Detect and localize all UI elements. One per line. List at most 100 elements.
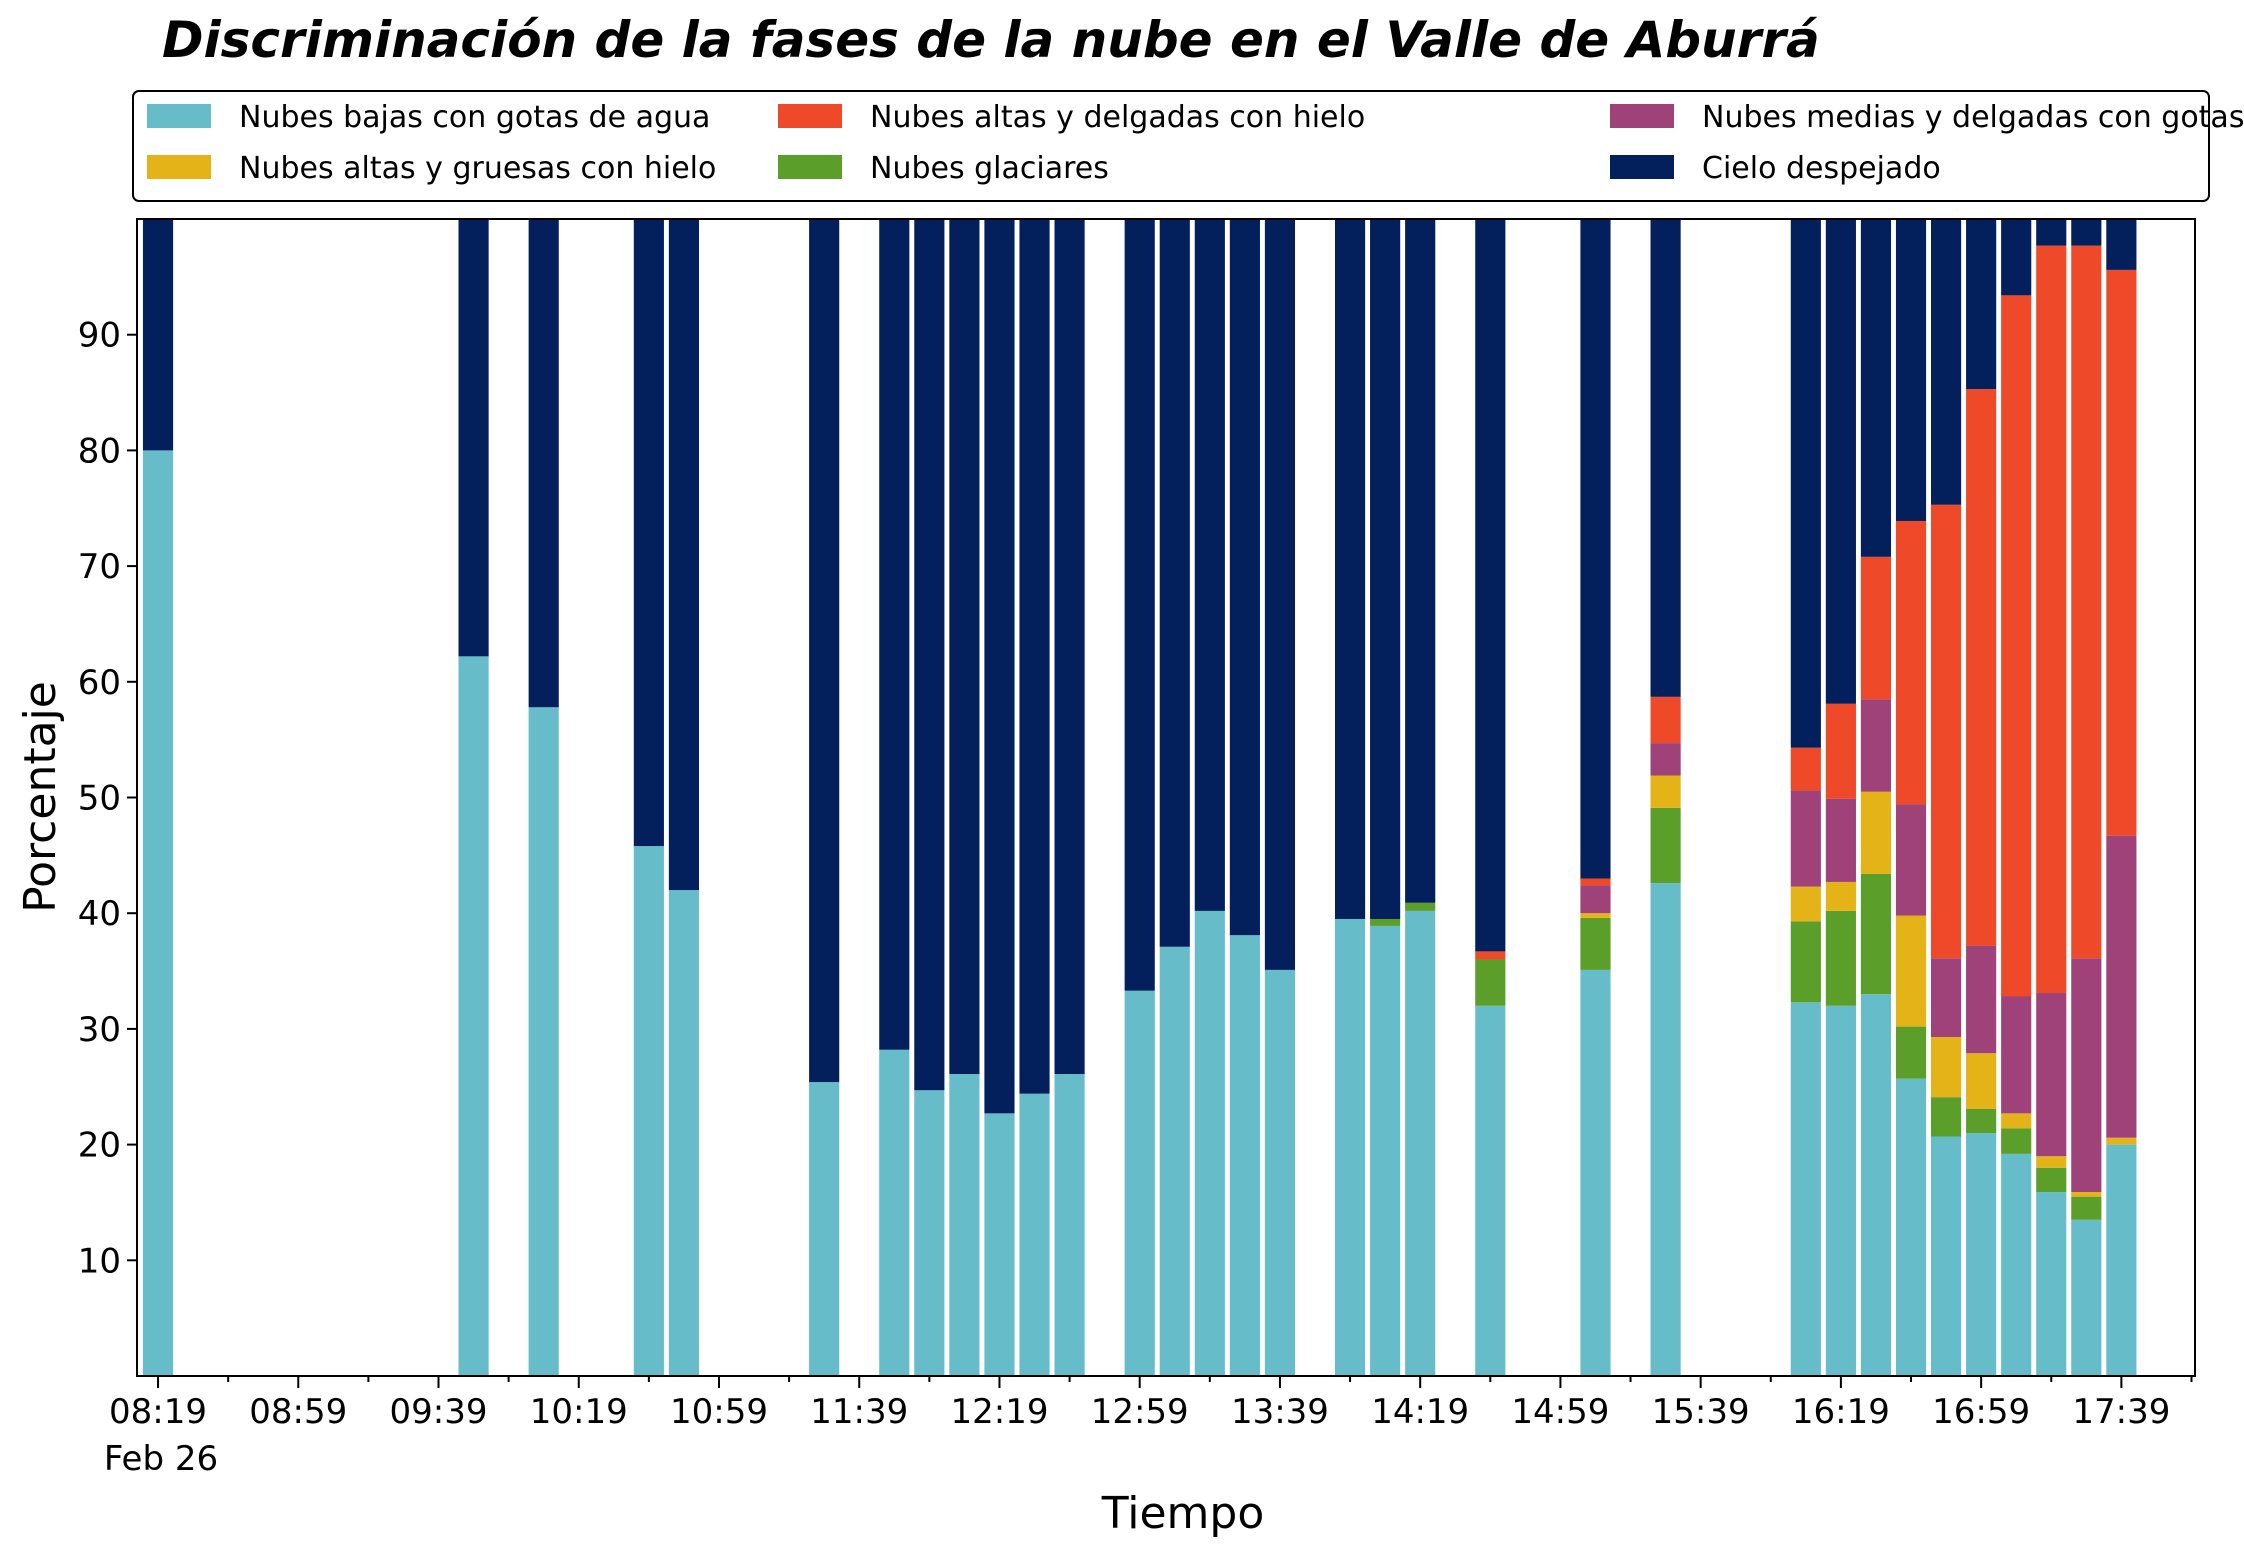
x-tick-label: 14:19 [1371, 1392, 1469, 1432]
bar-segment [1264, 969, 1296, 1376]
bar-segment [2036, 993, 2067, 1157]
bar-segment [1650, 219, 1681, 697]
bar-segment [1931, 504, 1962, 959]
bar-segment [1229, 219, 1260, 936]
bar-segment [1159, 219, 1190, 947]
bar-segment [2001, 1128, 2032, 1154]
bar-segment [1475, 951, 1506, 960]
bar-segment [1931, 1136, 1962, 1376]
legend-frame [132, 90, 2210, 202]
x-tick-label: 14:59 [1511, 1392, 1609, 1432]
bar-segment [1370, 219, 1401, 919]
bar-segment [1475, 1005, 1506, 1376]
x-tick-label: 12:19 [950, 1392, 1048, 1432]
bar-segment [2036, 1192, 2067, 1376]
bar-segment [949, 1074, 980, 1376]
legend-label: Nubes altas y delgadas con hielo [870, 100, 1365, 135]
bar-segment [2071, 219, 2102, 246]
x-tick-label: 15:39 [1652, 1392, 1750, 1432]
bar-segment [1966, 1108, 1997, 1134]
bar-segment [1124, 990, 1155, 1376]
legend-label: Nubes bajas con gotas de agua [239, 100, 710, 135]
x-tick-label: 16:59 [1932, 1392, 2030, 1432]
bar-segment [2036, 219, 2067, 246]
bar-segment [1475, 959, 1506, 1006]
bar-segment [1054, 219, 1085, 1075]
bar-segment [879, 219, 910, 1050]
bar-segment [1790, 921, 1821, 1003]
bar-segment [1931, 958, 1962, 1037]
bar-segment [1825, 798, 1856, 882]
y-tick-label: 40 [78, 894, 121, 934]
bar-segment [1370, 925, 1401, 1376]
bar-segment [668, 219, 699, 891]
x-axis: 08:19 08:59 09:39 10:19 10:59 11:39 12:19 12:59… [109, 1376, 2193, 1432]
bar-segment [949, 219, 980, 1075]
bar-segment [458, 219, 489, 657]
bar-segment [1475, 219, 1506, 952]
bar-segment [1931, 219, 1962, 505]
bar-segment [1580, 913, 1611, 918]
bar-segment [1790, 219, 1821, 748]
bar-segment [1650, 883, 1681, 1376]
bar-segment [1860, 556, 1892, 700]
legend-label: Nubes glaciares [870, 151, 1109, 186]
bar-segment [1650, 807, 1681, 884]
x-tick-label: 10:19 [530, 1392, 628, 1432]
bar-segment [633, 846, 664, 1376]
y-tick-label: 60 [78, 663, 121, 703]
bar-segment [1580, 917, 1611, 970]
bar-segment [1580, 219, 1611, 879]
x-tick-label: 13:39 [1231, 1392, 1329, 1432]
bar-segment [1966, 1133, 1997, 1376]
x-tick-label: 12:59 [1091, 1392, 1189, 1432]
y-axis: 10 20 30 40 50 60 70 80 90 [78, 316, 137, 1281]
bar-segment [528, 219, 559, 708]
legend-label: Nubes altas y gruesas con hielo [239, 151, 716, 186]
legend-swatch [1610, 155, 1674, 179]
bar-segment [1334, 219, 1366, 919]
bar-segment [1054, 1074, 1085, 1376]
legend: Nubes bajas con gotas de agua Nubes altas… [132, 90, 2244, 202]
bar-segment [1264, 219, 1296, 970]
legend-swatch [1610, 104, 1674, 128]
bar-segment [1405, 902, 1436, 911]
bar-segment [142, 219, 174, 451]
x-tick-label: 08:59 [249, 1392, 347, 1432]
bar-segment [2106, 269, 2137, 836]
x-axis-label: Tiempo [1101, 1488, 1265, 1539]
bar-segment [1860, 873, 1892, 995]
bar-segment [2071, 245, 2102, 959]
y-axis-label: Porcentaje [15, 681, 66, 913]
bars [142, 219, 2137, 1376]
bar-segment [1229, 935, 1260, 1376]
plot-area: 10 20 30 40 50 60 70 80 90 08:19 08:59 09:39 10:19 1… [78, 218, 2196, 1432]
bar-segment [2001, 295, 2032, 997]
bar-segment [1019, 1093, 1050, 1376]
bar-segment [1966, 219, 1997, 390]
bar-segment [1825, 703, 1856, 799]
x-tick-label: 09:39 [390, 1392, 488, 1432]
bar-segment [879, 1049, 910, 1376]
bar-segment [1194, 910, 1225, 1376]
bar-segment [1931, 1097, 1962, 1137]
y-tick-label: 50 [78, 779, 121, 819]
bar-segment [2036, 1167, 2067, 1193]
bar-segment [1966, 1053, 1997, 1109]
bar-segment [1580, 885, 1611, 914]
bar-segment [1966, 945, 1997, 1054]
bar-segment [1334, 918, 1366, 1376]
legend-swatch [778, 155, 842, 179]
bar-segment [2001, 1113, 2032, 1129]
bar-segment [2071, 1192, 2102, 1197]
bar-segment [1124, 219, 1155, 991]
bar-segment [2001, 1153, 2032, 1376]
x-tick-label: 10:59 [670, 1392, 768, 1432]
bar-segment [2106, 219, 2137, 270]
bar-segment [1931, 1037, 1962, 1098]
bar-segment [1580, 969, 1611, 1376]
x-tick-label: 17:39 [2072, 1392, 2170, 1432]
y-tick-label: 10 [78, 1241, 121, 1281]
bar-segment [668, 890, 699, 1376]
